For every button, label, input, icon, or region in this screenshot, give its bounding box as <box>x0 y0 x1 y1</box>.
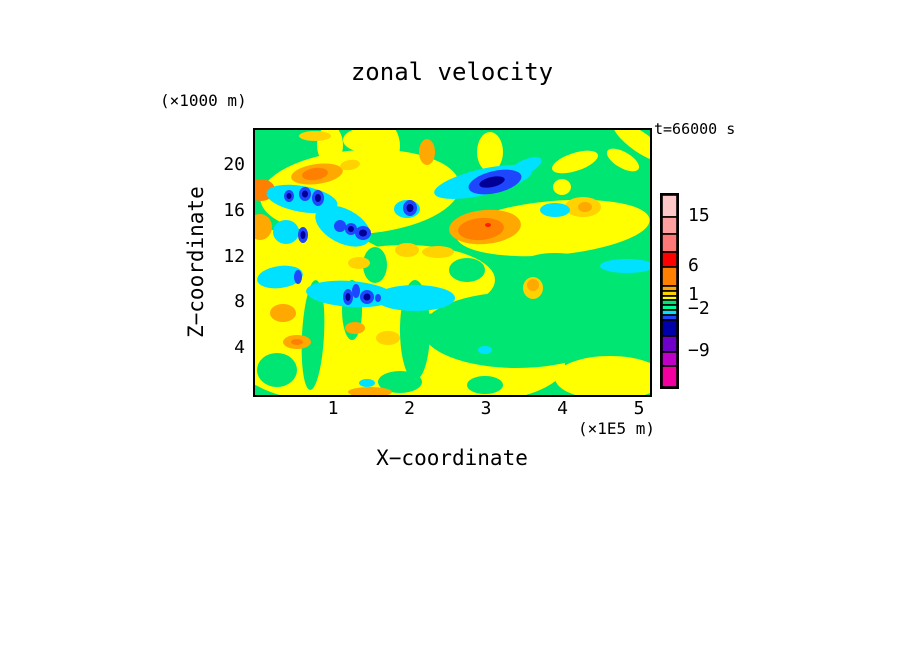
colorbar-segment <box>662 216 677 235</box>
chart-title: zonal velocity <box>350 58 554 86</box>
colorbar-segment <box>662 351 677 367</box>
contour-field <box>255 130 650 395</box>
contour-blob <box>449 258 485 282</box>
contour-blob <box>340 159 360 171</box>
contour-blob <box>348 226 354 232</box>
contour-blob <box>578 202 592 212</box>
contour-blob <box>613 130 650 163</box>
colorbar-segment <box>662 335 677 353</box>
contour-blob <box>485 223 491 227</box>
x-tick-label: 3 <box>480 398 492 419</box>
colorbar-tick-label: −9 <box>688 340 710 361</box>
contour-blob <box>302 167 328 181</box>
contour-blob <box>540 203 570 217</box>
contour-blob <box>257 353 297 387</box>
contour-blob <box>363 247 387 283</box>
colorbar-segment <box>662 319 677 337</box>
contour-blob <box>286 193 292 199</box>
contour-blob <box>376 331 400 345</box>
contour-blob <box>299 131 331 141</box>
contour-blob <box>477 132 503 172</box>
contour-blob <box>600 259 650 273</box>
z-axis-unit-label: (×1000 m) <box>160 91 247 110</box>
contour-blob <box>348 257 370 269</box>
plot-area <box>253 128 652 397</box>
x-tick-label: 5 <box>633 398 645 419</box>
colorbar <box>660 193 679 389</box>
contour-blob <box>348 387 392 395</box>
contour-blob <box>302 190 308 198</box>
contour-blob <box>343 130 387 152</box>
contour-blob <box>359 229 367 237</box>
z-tick-label: 4 <box>234 337 245 358</box>
x-tick-label: 2 <box>404 398 415 419</box>
z-tick-label: 8 <box>234 291 245 313</box>
x-axis-unit-label: (×1E5 m) <box>577 419 655 438</box>
contour-blob <box>378 371 422 393</box>
contour-blob <box>315 194 321 202</box>
contour-blob <box>478 346 492 354</box>
contour-blob <box>301 280 325 390</box>
colorbar-segment <box>662 365 677 387</box>
contour-blob <box>553 179 571 195</box>
contour-blob <box>345 293 351 301</box>
colorbar-tick-label: −2 <box>688 298 710 319</box>
contour-blob <box>255 214 272 240</box>
contour-blob <box>395 243 419 257</box>
contour-blob <box>527 279 539 291</box>
contour-blob <box>422 246 454 258</box>
contour-blob <box>406 204 414 212</box>
contour-blob <box>375 294 381 302</box>
time-label: t=66000 s <box>654 120 736 138</box>
contour-blob <box>458 217 504 241</box>
contour-blob <box>257 265 303 289</box>
contour-blob <box>359 379 375 387</box>
z-tick-label: 20 <box>223 154 245 175</box>
colorbar-segment <box>662 266 677 287</box>
contour-blob <box>294 270 302 284</box>
contour-blob <box>422 292 612 368</box>
colorbar-tick-label: 15 <box>688 205 710 226</box>
x-tick-label: 1 <box>327 398 339 419</box>
z-tick-label: 16 <box>223 199 245 221</box>
contour-blob <box>270 304 296 322</box>
contour-blob <box>606 148 640 172</box>
x-axis-title: X−coordinate <box>376 446 528 470</box>
z-tick-label: 12 <box>223 245 245 267</box>
contour-blob <box>479 176 505 188</box>
x-tick-label: 4 <box>557 398 568 419</box>
contour-blob <box>552 150 598 174</box>
colorbar-segment <box>662 251 677 268</box>
contour-blob <box>300 231 306 239</box>
contour-blob <box>419 139 435 165</box>
colorbar-segment <box>662 233 677 253</box>
colorbar-tick-label: 1 <box>688 284 699 305</box>
contour-blob <box>334 220 346 232</box>
colorbar-tick-label: 6 <box>688 255 699 276</box>
colorbar-segment <box>662 195 677 218</box>
contour-blob <box>555 356 650 395</box>
contour-blob <box>291 339 303 345</box>
contour-blob <box>525 253 585 271</box>
contour-blob <box>352 284 360 298</box>
contour-blob <box>375 285 455 311</box>
contour-blob <box>363 293 371 301</box>
contour-blob <box>467 376 503 394</box>
contour-blob <box>345 322 365 334</box>
contour-blob <box>273 220 299 244</box>
